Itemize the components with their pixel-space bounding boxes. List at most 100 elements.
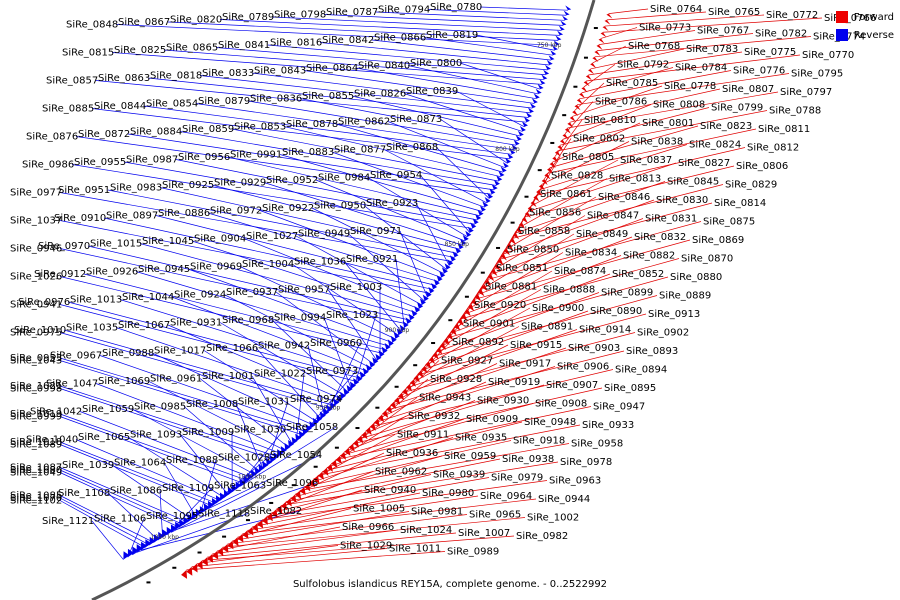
forward-gene-label[interactable]: SiRe_0875 (703, 217, 755, 228)
reverse-gene-label[interactable]: SiRe_1042 (30, 407, 82, 418)
reverse-gene-label[interactable]: SiRe_1069 (98, 376, 150, 387)
reverse-gene-label[interactable]: SiRe_1054 (270, 450, 322, 461)
forward-gene-label[interactable]: SiRe_0765 (708, 7, 760, 18)
forward-gene-label[interactable]: SiRe_0927 (441, 356, 493, 367)
reverse-gene-label[interactable]: SiRe_1108 (58, 488, 110, 499)
forward-gene-label[interactable]: SiRe_0928 (430, 374, 482, 385)
reverse-gene-label[interactable]: SiRe_0840 (358, 61, 410, 72)
reverse-gene-label[interactable]: SiRe_1121 (42, 516, 94, 527)
reverse-gene-label[interactable]: SiRe_0967 (50, 351, 102, 362)
reverse-gene-label[interactable]: SiRe_0972 (210, 206, 262, 217)
reverse-gene-label[interactable]: SiRe_0999 (10, 412, 62, 423)
forward-gene-label[interactable]: SiRe_0870 (681, 254, 733, 265)
forward-gene-label[interactable]: SiRe_0938 (502, 454, 554, 465)
forward-gene-label[interactable]: SiRe_0907 (546, 380, 598, 391)
reverse-gene-label[interactable]: SiRe_1001 (202, 371, 254, 382)
reverse-gene-label[interactable]: SiRe_0789 (222, 12, 274, 23)
forward-gene-label[interactable]: SiRe_0799 (711, 103, 763, 114)
reverse-gene-label[interactable]: SiRe_0877 (334, 145, 386, 156)
reverse-gene-label[interactable]: SiRe_0868 (386, 142, 438, 153)
reverse-gene-label[interactable]: SiRe_0960 (310, 338, 362, 349)
forward-gene-label[interactable]: SiRe_0856 (529, 208, 581, 219)
reverse-gene-label[interactable]: SiRe_0974 (290, 394, 342, 405)
reverse-gene-label[interactable]: SiRe_0841 (218, 40, 270, 51)
reverse-gene-label[interactable]: SiRe_0826 (354, 89, 406, 100)
reverse-gene-label[interactable]: SiRe_1044 (122, 292, 174, 303)
forward-gene-label[interactable]: SiRe_0811 (758, 124, 810, 135)
reverse-gene-label[interactable]: SiRe_1088 (166, 455, 218, 466)
forward-gene-label[interactable]: SiRe_0788 (769, 106, 821, 117)
reverse-gene-label[interactable]: SiRe_0876 (26, 132, 78, 143)
reverse-gene-label[interactable]: SiRe_0983 (110, 183, 162, 194)
reverse-gene-label[interactable]: SiRe_0949 (298, 229, 350, 240)
reverse-gene-label[interactable]: SiRe_1017 (154, 346, 206, 357)
reverse-gene-label[interactable]: SiRe_0836 (250, 94, 302, 105)
forward-gene-label[interactable]: SiRe_0918 (513, 436, 565, 447)
reverse-gene-label[interactable]: SiRe_0924 (174, 290, 226, 301)
forward-gene-label[interactable]: SiRe_0806 (736, 161, 788, 172)
reverse-gene-label[interactable]: SiRe_1106 (94, 514, 146, 525)
reverse-gene-label[interactable]: SiRe_0987 (126, 155, 178, 166)
reverse-gene-label[interactable]: SiRe_0968 (222, 315, 274, 326)
reverse-gene-label[interactable]: SiRe_1008 (186, 399, 238, 410)
reverse-gene-label[interactable]: SiRe_0952 (266, 175, 318, 186)
forward-gene-label[interactable]: SiRe_0944 (538, 494, 590, 505)
forward-gene-label[interactable]: SiRe_0899 (601, 288, 653, 299)
forward-gene-label[interactable]: SiRe_0782 (755, 29, 807, 40)
forward-gene-label[interactable]: SiRe_0861 (540, 189, 592, 200)
reverse-gene-label[interactable]: SiRe_1035 (66, 323, 118, 334)
forward-gene-label[interactable]: SiRe_0770 (802, 50, 854, 61)
reverse-gene-label[interactable]: SiRe_1118 (198, 509, 250, 520)
reverse-gene-label[interactable]: SiRe_0961 (150, 374, 202, 385)
reverse-gene-label[interactable]: SiRe_0975 (10, 328, 62, 339)
reverse-gene-label[interactable]: SiRe_1026 (10, 272, 62, 283)
reverse-gene-label[interactable]: SiRe_0937 (226, 287, 278, 298)
reverse-gene-label[interactable]: SiRe_0815 (62, 48, 114, 59)
forward-gene-label[interactable]: SiRe_0783 (686, 44, 738, 55)
reverse-gene-label[interactable]: SiRe_0816 (270, 38, 322, 49)
reverse-gene-label[interactable]: SiRe_1095 (146, 511, 198, 522)
forward-gene-label[interactable]: SiRe_0913 (648, 309, 700, 320)
forward-gene-label[interactable]: SiRe_0874 (554, 266, 606, 277)
reverse-gene-label[interactable]: SiRe_1039 (62, 460, 114, 471)
reverse-gene-label[interactable]: SiRe_0977 (10, 188, 62, 199)
forward-gene-label[interactable]: SiRe_0880 (670, 272, 722, 283)
forward-gene-label[interactable]: SiRe_0935 (455, 433, 507, 444)
reverse-gene-label[interactable]: SiRe_1070 (10, 493, 62, 504)
forward-gene-label[interactable]: SiRe_0846 (598, 192, 650, 203)
reverse-gene-label[interactable]: SiRe_0787 (326, 7, 378, 18)
reverse-gene-label[interactable]: SiRe_1058 (286, 422, 338, 433)
reverse-gene-label[interactable]: SiRe_0969 (190, 262, 242, 273)
reverse-gene-label[interactable]: SiRe_0820 (170, 15, 222, 26)
reverse-gene-label[interactable]: SiRe_0957 (278, 285, 330, 296)
reverse-gene-label[interactable]: SiRe_0879 (198, 96, 250, 107)
reverse-gene-label[interactable]: SiRe_1010 (14, 325, 66, 336)
forward-gene-label[interactable]: SiRe_0958 (571, 439, 623, 450)
forward-gene-label[interactable]: SiRe_0850 (507, 245, 559, 256)
reverse-gene-label[interactable]: SiRe_0941 (10, 300, 62, 311)
reverse-gene-label[interactable]: SiRe_0976 (18, 297, 70, 308)
forward-gene-label[interactable]: SiRe_0832 (634, 232, 686, 243)
reverse-gene-label[interactable]: SiRe_0864 (306, 63, 358, 74)
reverse-gene-label[interactable]: SiRe_0867 (118, 17, 170, 28)
reverse-gene-label[interactable]: SiRe_1085 (10, 491, 62, 502)
forward-gene-label[interactable]: SiRe_0838 (631, 137, 683, 148)
reverse-gene-label[interactable]: SiRe_0970 (38, 241, 90, 252)
forward-gene-label[interactable]: SiRe_0772 (766, 10, 818, 21)
forward-gene-label[interactable]: SiRe_0900 (532, 303, 584, 314)
reverse-gene-label[interactable]: SiRe_0886 (158, 208, 210, 219)
reverse-gene-label[interactable]: SiRe_0904 (194, 234, 246, 245)
reverse-gene-label[interactable]: SiRe_1066 (206, 343, 258, 354)
reverse-gene-label[interactable]: SiRe_0926 (86, 267, 138, 278)
reverse-gene-label[interactable]: SiRe_0780 (430, 2, 482, 13)
forward-gene-label[interactable]: SiRe_0940 (364, 485, 416, 496)
forward-gene-label[interactable]: SiRe_0869 (692, 235, 744, 246)
reverse-gene-label[interactable]: SiRe_0863 (98, 73, 150, 84)
forward-gene-label[interactable]: SiRe_0786 (595, 97, 647, 108)
forward-gene-label[interactable]: SiRe_0965 (469, 510, 521, 521)
forward-gene-label[interactable]: SiRe_0812 (747, 143, 799, 154)
reverse-gene-label[interactable]: SiRe_0984 (318, 173, 370, 184)
reverse-gene-label[interactable]: SiRe_1030 (234, 425, 286, 436)
reverse-gene-label[interactable]: SiRe_1040 (26, 435, 78, 446)
forward-gene-label[interactable]: SiRe_0837 (620, 155, 672, 166)
